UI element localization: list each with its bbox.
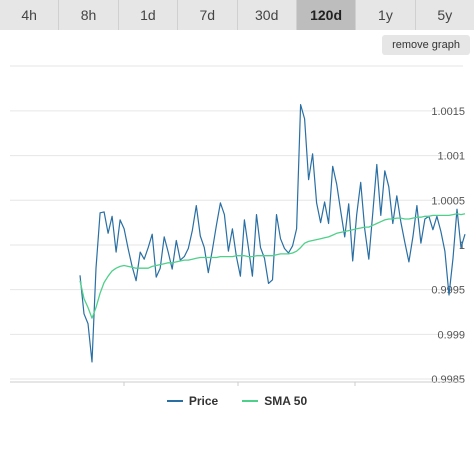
tab-5y[interactable]: 5y	[437, 7, 453, 23]
price-line	[79, 103, 466, 363]
legend-item-price[interactable]: Price	[166, 394, 219, 408]
remove-graph-button[interactable]: remove graph	[382, 35, 470, 55]
legend-swatch-price	[166, 400, 183, 402]
chart-legend: Price SMA 50	[0, 391, 474, 411]
y-tick-label: 0.999	[437, 329, 465, 341]
legend-item-sma[interactable]: SMA 50	[242, 394, 307, 408]
tab-7d[interactable]: 7d	[178, 0, 238, 30]
sma-50-line	[79, 213, 466, 319]
legend-label-sma: SMA 50	[264, 394, 308, 408]
tab-4h[interactable]: 4h	[0, 0, 60, 30]
y-tick-label: 1.001	[437, 151, 465, 163]
tab-8h[interactable]: 8h	[59, 0, 119, 30]
tab-120d[interactable]: 120d	[296, 0, 357, 30]
legend-swatch-sma	[242, 400, 259, 402]
tab-30d[interactable]: 30d	[238, 0, 297, 30]
timeframe-tabs: 4h 8h 1d 7d 30d 120d 1y 5y	[0, 0, 474, 30]
tab-1d[interactable]: 1d	[119, 0, 179, 30]
legend-label-price: Price	[188, 394, 219, 408]
tab-1y[interactable]: 1y	[356, 0, 416, 30]
y-tick-label: 1.0015	[431, 106, 465, 118]
y-tick-label: 0.9985	[431, 374, 465, 386]
y-tick-label: 1.0005	[431, 195, 465, 207]
